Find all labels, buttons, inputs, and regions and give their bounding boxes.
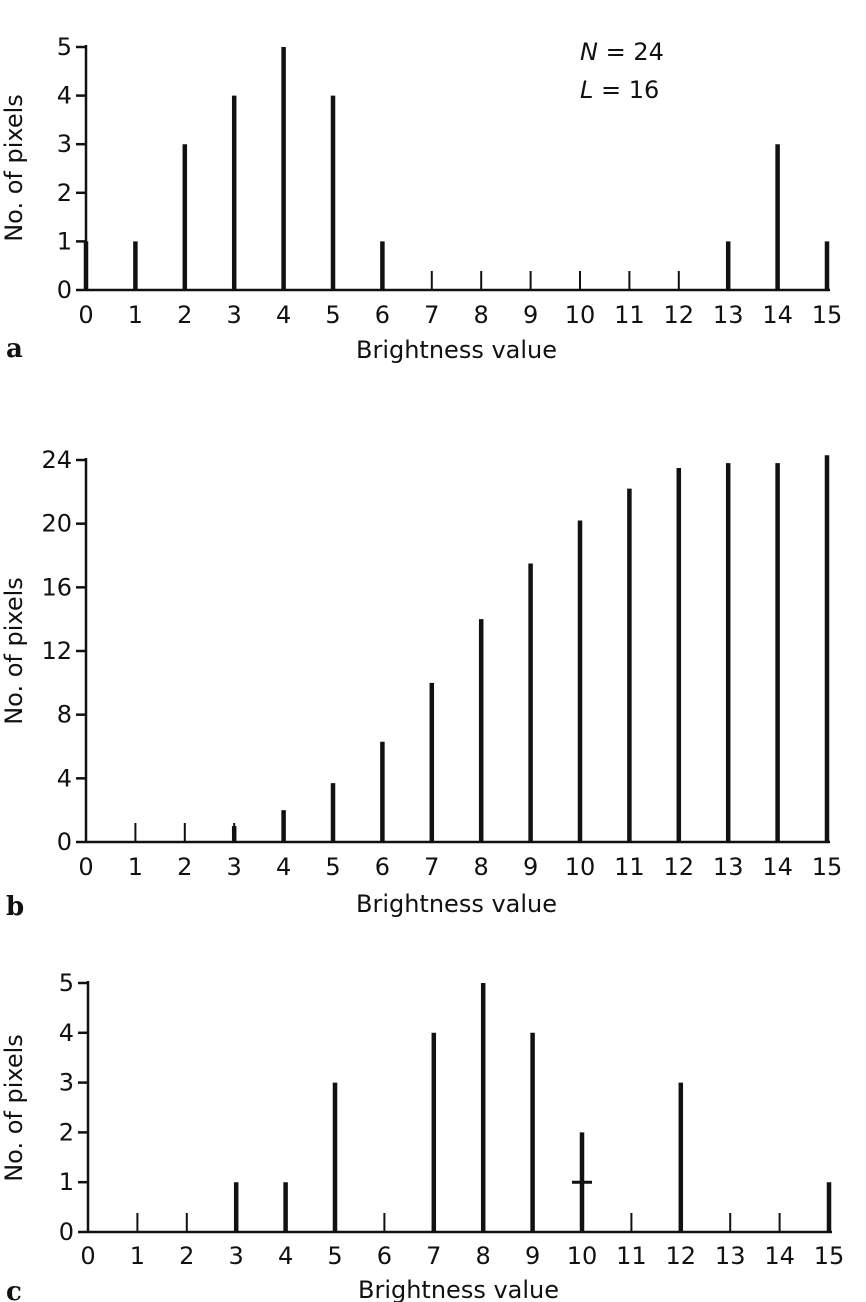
x-tick-label: 7 <box>426 1242 441 1270</box>
x-tick-label: 10 <box>565 301 596 329</box>
annotation-variable: N <box>580 38 598 66</box>
y-tick-label: 12 <box>41 637 72 665</box>
y-tick-label: 4 <box>57 82 72 110</box>
x-tick-label: 14 <box>762 853 793 881</box>
x-tick-label: 0 <box>78 853 93 881</box>
y-tick-label: 8 <box>57 701 72 729</box>
x-tick-label: 7 <box>424 301 439 329</box>
x-tick-label: 1 <box>130 1242 145 1270</box>
y-tick-label: 3 <box>57 130 72 158</box>
x-tick-label: 5 <box>327 1242 342 1270</box>
x-tick-label: 13 <box>713 853 744 881</box>
x-tick-label: 3 <box>227 853 242 881</box>
x-tick-label: 1 <box>128 301 143 329</box>
y-tick-label: 1 <box>59 1168 74 1196</box>
x-tick-label: 12 <box>664 301 695 329</box>
x-tick-label: 5 <box>325 853 340 881</box>
x-tick-label: 3 <box>229 1242 244 1270</box>
annotation-value: = 16 <box>593 76 659 104</box>
y-tick-label: 24 <box>41 446 72 474</box>
x-tick-label: 10 <box>565 853 596 881</box>
x-axis-title: Brightness value <box>358 1276 559 1302</box>
y-tick-label: 3 <box>59 1069 74 1097</box>
x-tick-label: 8 <box>474 301 489 329</box>
x-tick-label: 0 <box>80 1242 95 1270</box>
x-tick-label: 10 <box>567 1242 598 1270</box>
y-tick-label: 0 <box>57 828 72 856</box>
x-tick-label: 4 <box>278 1242 293 1270</box>
y-tick-label: 0 <box>57 276 72 304</box>
y-tick-label: 0 <box>59 1218 74 1246</box>
annotation-value: = 24 <box>598 38 664 66</box>
panel-letter: b <box>6 892 24 922</box>
y-tick-label: 4 <box>57 764 72 792</box>
x-tick-label: 8 <box>474 853 489 881</box>
annotation-text: N = 24 <box>580 38 664 66</box>
y-tick-label: 2 <box>59 1118 74 1146</box>
y-tick-label: 5 <box>59 969 74 997</box>
x-tick-label: 15 <box>814 1242 845 1270</box>
annotation-variable: L <box>580 76 593 104</box>
y-tick-label: 16 <box>41 573 72 601</box>
x-tick-label: 12 <box>666 1242 697 1270</box>
x-tick-label: 15 <box>812 301 843 329</box>
y-tick-label: 4 <box>59 1019 74 1047</box>
x-tick-label: 11 <box>614 301 645 329</box>
y-tick-label: 5 <box>57 33 72 61</box>
y-axis-title: No. of pixels <box>0 1034 28 1182</box>
annotation-text: L = 16 <box>580 76 659 104</box>
x-tick-label: 9 <box>523 301 538 329</box>
x-tick-label: 3 <box>227 301 242 329</box>
x-tick-label: 11 <box>614 853 645 881</box>
x-tick-label: 13 <box>715 1242 746 1270</box>
x-tick-label: 4 <box>276 301 291 329</box>
x-tick-label: 1 <box>128 853 143 881</box>
y-tick-label: 2 <box>57 179 72 207</box>
x-tick-label: 2 <box>179 1242 194 1270</box>
panel-letter: a <box>6 334 23 364</box>
x-tick-label: 14 <box>764 1242 795 1270</box>
x-tick-label: 2 <box>177 301 192 329</box>
x-tick-label: 7 <box>424 853 439 881</box>
x-tick-label: 4 <box>276 853 291 881</box>
y-tick-label: 1 <box>57 227 72 255</box>
y-tick-label: 20 <box>41 510 72 538</box>
x-tick-label: 6 <box>375 853 390 881</box>
x-tick-label: 9 <box>525 1242 540 1270</box>
x-tick-label: 14 <box>762 301 793 329</box>
x-tick-label: 6 <box>375 301 390 329</box>
x-axis-title: Brightness value <box>356 336 557 364</box>
y-axis-title: No. of pixels <box>0 94 28 242</box>
x-tick-label: 5 <box>325 301 340 329</box>
x-tick-label: 13 <box>713 301 744 329</box>
x-tick-label: 2 <box>177 853 192 881</box>
panel-letter: c <box>6 1277 22 1302</box>
x-tick-label: 11 <box>616 1242 647 1270</box>
x-tick-label: 12 <box>664 853 695 881</box>
x-tick-label: 6 <box>377 1242 392 1270</box>
y-axis-title: No. of pixels <box>0 577 28 725</box>
x-axis-title: Brightness value <box>356 890 557 918</box>
x-tick-label: 9 <box>523 853 538 881</box>
x-tick-label: 0 <box>78 301 93 329</box>
x-tick-label: 8 <box>476 1242 491 1270</box>
x-tick-label: 15 <box>812 853 843 881</box>
